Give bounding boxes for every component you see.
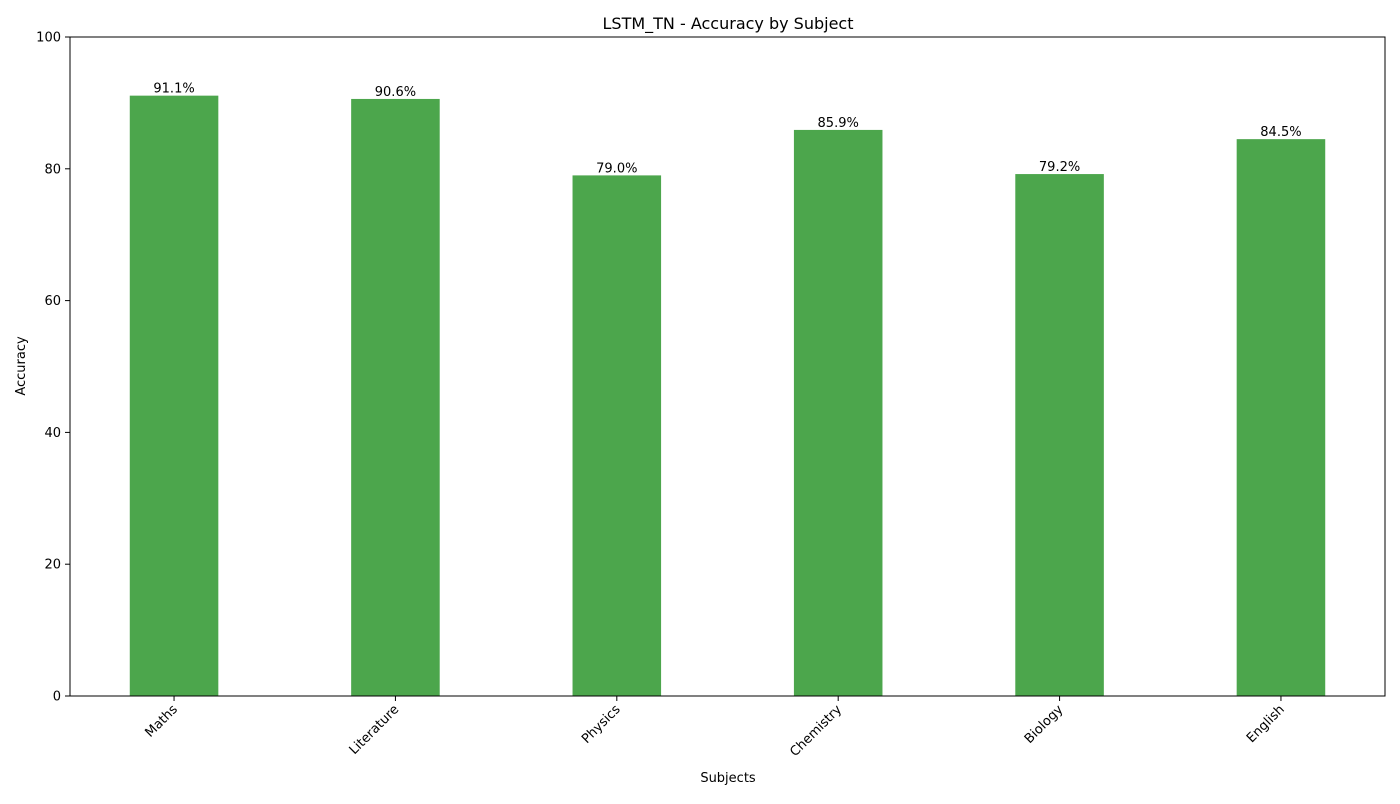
data-label-chemistry: 85.9%	[818, 116, 859, 131]
data-label-literature: 90.6%	[375, 85, 416, 100]
bar-literature	[351, 98, 440, 697]
y-tick-label-60: 60	[44, 294, 61, 309]
data-label-english: 84.5%	[1260, 125, 1301, 140]
y-tick-label-20: 20	[44, 558, 61, 573]
data-labels-layer: 91.1% 90.6% 79.0% 85.9% 79.2% 84.5%	[153, 82, 1301, 177]
x-tick-label-english: English	[1244, 702, 1288, 746]
x-axis-label: Subjects	[700, 771, 756, 786]
plot-frame	[69, 36, 1386, 697]
y-tick-label-80: 80	[44, 162, 61, 177]
x-tick-label-maths: Maths	[142, 702, 181, 741]
data-label-physics: 79.0%	[596, 161, 637, 176]
x-tick-label-physics: Physics	[579, 702, 624, 747]
data-label-maths: 91.1%	[153, 82, 194, 97]
x-axis: Maths Literature Physics Chemistry Biology En…	[142, 696, 1288, 760]
bar-chemistry	[793, 129, 883, 696]
y-axis-label: Accuracy	[14, 336, 29, 396]
data-label-biology: 79.2%	[1039, 160, 1080, 175]
x-tick-label-literature: Literature	[347, 702, 403, 758]
bars-layer	[129, 95, 1326, 697]
x-tick-label-chemistry: Chemistry	[787, 702, 845, 760]
chart-title: LSTM_TN - Accuracy by Subject	[603, 14, 854, 34]
y-tick-label-40: 40	[44, 426, 61, 441]
bar-english	[1236, 139, 1326, 696]
bar-biology	[1015, 174, 1104, 696]
bar-maths	[129, 95, 219, 696]
bar-physics	[572, 175, 662, 696]
x-tick-label-biology: Biology	[1022, 702, 1067, 747]
y-tick-label-0: 0	[53, 690, 61, 705]
y-axis: 0 20 40 60 80 100	[36, 31, 70, 705]
y-tick-label-100: 100	[36, 31, 61, 46]
